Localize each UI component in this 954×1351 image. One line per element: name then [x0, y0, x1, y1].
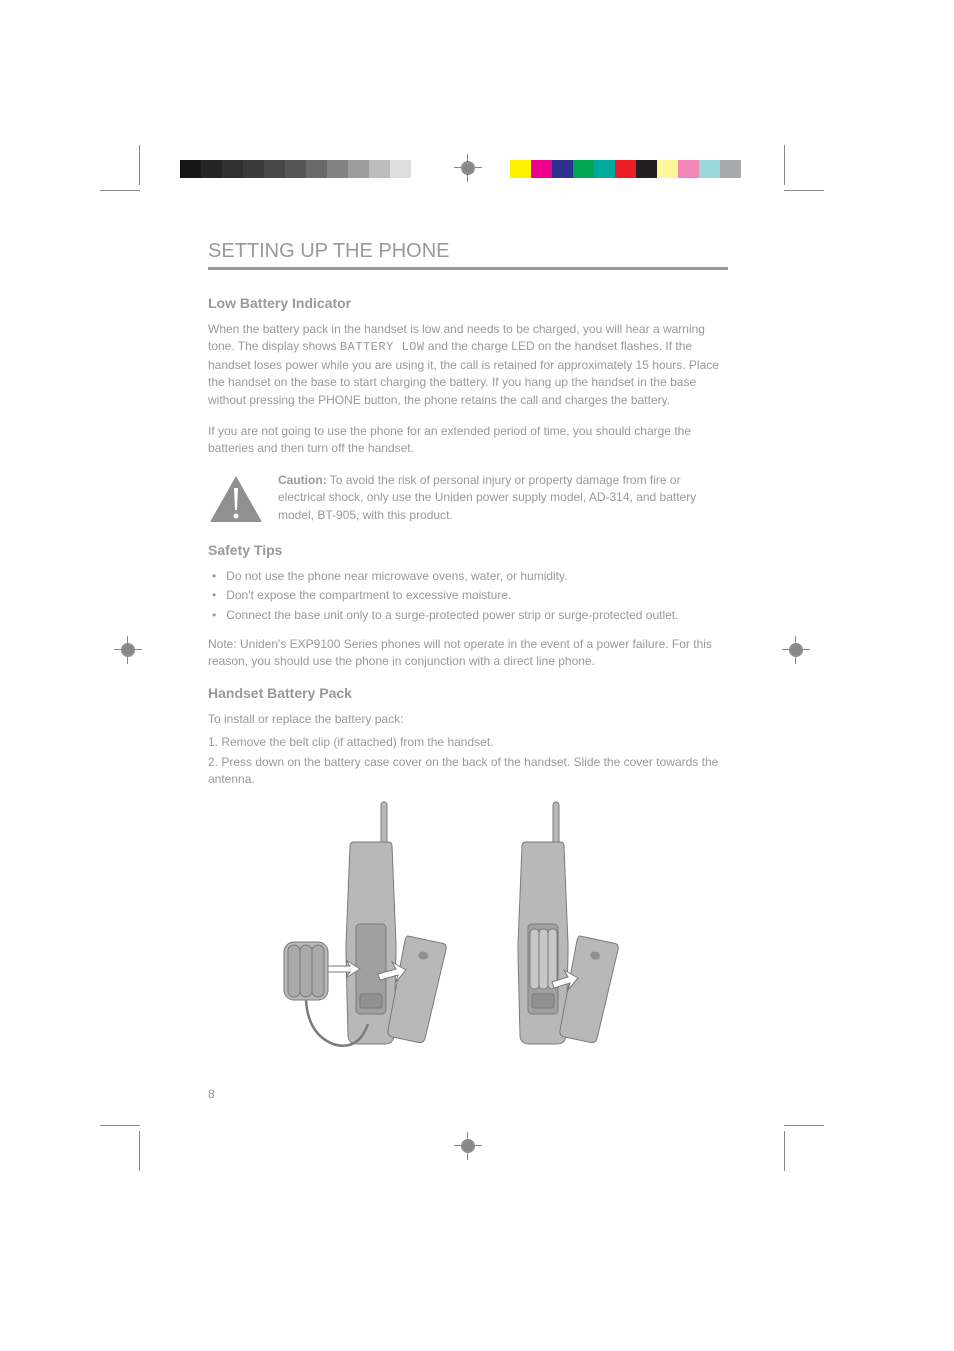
warning-heading: Caution: — [278, 473, 327, 487]
list-item: Don't expose the compartment to excessiv… — [208, 587, 728, 604]
warning-block: Caution: To avoid the risk of personal i… — [208, 472, 728, 524]
illustration-block — [208, 794, 728, 1054]
page-title: SETTING UP THE PHONE — [208, 240, 728, 263]
swatch — [285, 160, 306, 178]
swatch — [180, 160, 201, 178]
swatch — [264, 160, 285, 178]
swatch — [720, 160, 741, 178]
crop-mark — [784, 145, 799, 185]
swatch — [594, 160, 615, 178]
warning-body: To avoid the risk of personal injury or … — [278, 473, 696, 522]
para-low-battery-1: When the battery pack in the handset is … — [208, 321, 728, 409]
swatch — [510, 160, 531, 178]
crop-mark — [125, 145, 140, 185]
crop-mark — [784, 1111, 824, 1126]
battery-step-1: 1. Remove the belt clip (if attached) fr… — [208, 734, 728, 751]
section-heading-low-battery: Low Battery Indicator — [208, 295, 728, 311]
crop-mark — [125, 1131, 140, 1171]
page-number: 8 — [208, 1087, 215, 1101]
bullet-text: Do not use the phone near microwave oven… — [226, 568, 567, 585]
safety-bullet-list: Do not use the phone near microwave oven… — [208, 568, 728, 624]
crop-mark — [784, 190, 824, 205]
phone-illustration-insert — [468, 794, 658, 1054]
crop-mark — [784, 1131, 799, 1171]
title-rule — [208, 267, 728, 270]
battery-intro: To install or replace the battery pack: — [208, 711, 728, 728]
warning-triangle-icon — [208, 474, 264, 524]
safety-note: Note: Uniden's EXP9100 Series phones wil… — [208, 636, 728, 671]
battery-step-2: 2. Press down on the battery case cover … — [208, 754, 728, 789]
swatch — [615, 160, 636, 178]
crop-mark — [100, 190, 140, 205]
swatch — [390, 160, 411, 178]
list-item: Do not use the phone near microwave oven… — [208, 568, 728, 585]
swatch — [327, 160, 348, 178]
swatch — [369, 160, 390, 178]
swatch — [348, 160, 369, 178]
swatch — [531, 160, 552, 178]
swatch — [678, 160, 699, 178]
bullet-text: Connect the base unit only to a surge-pr… — [226, 607, 678, 624]
lcd-text: BATTERY LOW — [340, 340, 425, 354]
registration-mark-icon — [458, 1136, 478, 1156]
registration-mark-icon — [786, 640, 806, 660]
crop-mark — [100, 1111, 140, 1126]
swatch — [243, 160, 264, 178]
bullet-text: Don't expose the compartment to excessiv… — [226, 587, 511, 604]
swatch — [201, 160, 222, 178]
color-calibration-bar — [510, 160, 741, 178]
phone-illustration-open — [278, 794, 468, 1054]
swatch — [573, 160, 594, 178]
grayscale-calibration-bar — [180, 160, 432, 178]
registration-mark-icon — [458, 158, 478, 178]
swatch — [306, 160, 327, 178]
swatch — [222, 160, 243, 178]
swatch — [657, 160, 678, 178]
page-content: SETTING UP THE PHONE Low Battery Indicat… — [208, 240, 728, 1054]
para-low-battery-2: If you are not going to use the phone fo… — [208, 423, 728, 458]
registration-mark-icon — [118, 640, 138, 660]
section-heading-safety: Safety Tips — [208, 542, 728, 558]
list-item: Connect the base unit only to a surge-pr… — [208, 607, 728, 624]
section-heading-battery-pack: Handset Battery Pack — [208, 685, 728, 701]
warning-text: Caution: To avoid the risk of personal i… — [278, 472, 728, 524]
swatch — [636, 160, 657, 178]
swatch — [411, 160, 432, 178]
swatch — [699, 160, 720, 178]
swatch — [552, 160, 573, 178]
